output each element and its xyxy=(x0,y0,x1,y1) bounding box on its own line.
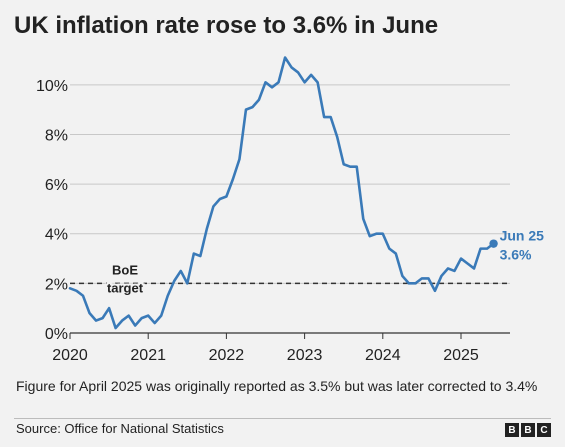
x-tick-label: 2020 xyxy=(52,347,88,364)
footnote: Figure for April 2025 was originally rep… xyxy=(16,378,538,394)
gridlines xyxy=(70,84,510,284)
target-label-line1: BoE xyxy=(112,262,138,277)
boe-target-line: BoE target xyxy=(70,260,510,297)
y-tick-label: 6% xyxy=(45,177,68,194)
x-tick-label: 2021 xyxy=(130,347,166,364)
logo-letter: B xyxy=(505,423,519,437)
end-label-date: Jun 25 xyxy=(500,228,545,244)
y-tick-label: 8% xyxy=(45,127,68,144)
x-tick-label: 2024 xyxy=(365,347,401,364)
end-label-value: 3.6% xyxy=(500,247,532,263)
bbc-logo: B B C xyxy=(505,423,551,437)
x-tick-label: 2022 xyxy=(209,347,245,364)
chart-title: UK inflation rate rose to 3.6% in June xyxy=(14,12,439,39)
x-tick-label: 2023 xyxy=(287,347,323,364)
inflation-series xyxy=(68,56,498,330)
target-label-line2: target xyxy=(107,280,144,295)
y-tick-label: 4% xyxy=(45,227,68,244)
logo-letter: C xyxy=(537,423,551,437)
x-axis: 2020 2021 2022 2023 2024 2025 xyxy=(52,332,510,364)
source-note: Source: Office for National Statistics xyxy=(16,421,224,436)
y-tick-label: 0% xyxy=(45,326,68,343)
x-tick-label: 2025 xyxy=(443,347,479,364)
last-point xyxy=(489,239,498,248)
end-label: Jun 25 3.6% xyxy=(500,228,545,263)
divider xyxy=(14,418,551,419)
y-tick-label: 10% xyxy=(36,78,68,95)
y-tick-label: 2% xyxy=(45,276,68,293)
y-axis-ticks: 0% 2% 4% 6% 8% 10% xyxy=(36,78,68,343)
logo-letter: B xyxy=(521,423,535,437)
series-line xyxy=(68,56,495,330)
